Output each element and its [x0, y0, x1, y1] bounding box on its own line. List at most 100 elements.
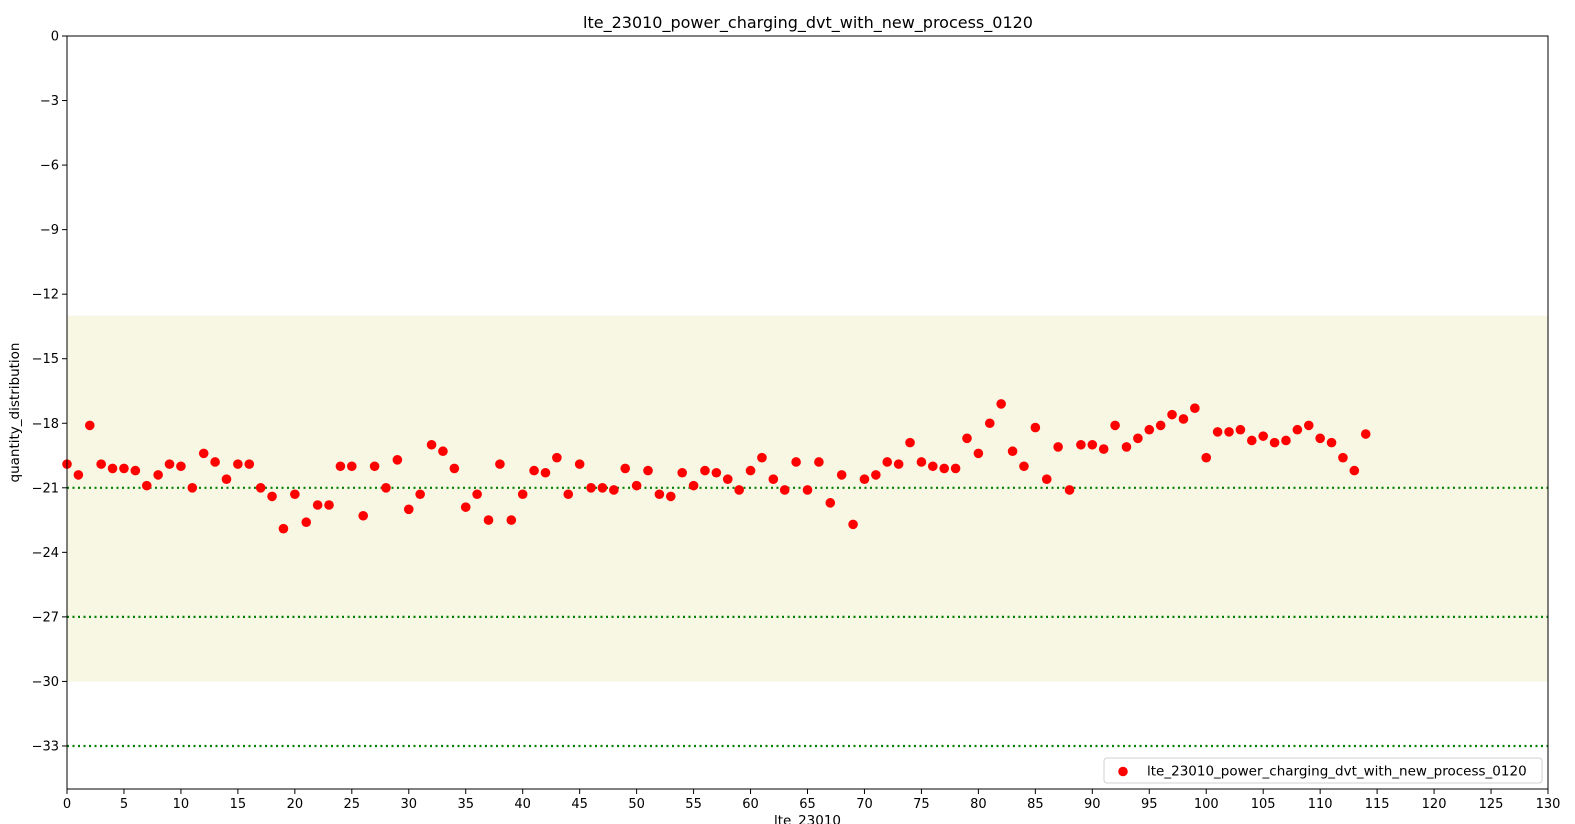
data-point: [916, 457, 927, 467]
data-point: [141, 480, 152, 491]
data-point: [574, 459, 585, 469]
x-tick-label: 20: [287, 797, 304, 812]
data-point: [950, 463, 961, 474]
y-tick-label: 0: [51, 30, 59, 45]
data-point: [1212, 427, 1223, 437]
data-point: [768, 474, 779, 484]
data-point: [506, 515, 517, 525]
x-tick-label: 130: [1536, 797, 1561, 812]
data-point: [563, 489, 574, 500]
data-point: [1258, 431, 1268, 441]
data-point: [1315, 433, 1325, 444]
data-point: [893, 459, 904, 469]
data-point: [176, 461, 186, 472]
data-point: [73, 470, 84, 480]
y-tick-label: −6: [40, 159, 59, 174]
data-point: [244, 459, 255, 469]
data-point: [1041, 474, 1052, 484]
x-tick-label: 115: [1365, 797, 1390, 812]
x-tick-label: 60: [742, 797, 759, 812]
data-point: [814, 457, 824, 467]
data-point: [301, 517, 312, 528]
data-point: [1235, 424, 1246, 435]
data-point: [221, 474, 232, 484]
data-point: [996, 399, 1006, 409]
data-point: [882, 457, 893, 467]
data-point: [779, 485, 790, 495]
data-point: [529, 465, 539, 476]
data-point: [609, 485, 619, 495]
data-point: [472, 489, 482, 500]
data-point: [460, 502, 471, 512]
x-tick-label: 95: [1141, 797, 1158, 812]
data-point: [187, 483, 198, 493]
data-point: [1281, 435, 1291, 446]
data-point: [722, 474, 733, 484]
data-point: [1087, 439, 1098, 450]
data-point: [233, 459, 243, 469]
data-point: [973, 448, 984, 459]
data-point: [1053, 442, 1063, 452]
y-tick-label: −33: [32, 739, 59, 754]
data-point: [415, 489, 425, 500]
x-tick-label: 30: [400, 797, 417, 812]
data-point: [631, 480, 642, 491]
legend: lte_23010_power_charging_dvt_with_new_pr…: [1103, 757, 1543, 784]
y-tick-label: −12: [32, 288, 59, 303]
data-point: [1110, 420, 1120, 431]
data-point: [871, 470, 881, 480]
y-tick-label: −24: [32, 546, 59, 561]
data-point: [836, 470, 847, 480]
data-point: [1007, 446, 1018, 457]
data-point: [392, 455, 403, 465]
x-tick-label: 90: [1084, 797, 1101, 812]
data-point: [312, 500, 323, 510]
data-point: [1064, 485, 1075, 495]
data-point: [381, 483, 391, 493]
data-point: [130, 465, 141, 476]
data-point: [96, 459, 106, 469]
data-point: [962, 433, 972, 444]
data-point: [665, 491, 676, 502]
data-point: [1178, 414, 1189, 424]
y-tick-label: −21: [32, 481, 59, 496]
data-point: [358, 510, 369, 521]
data-point: [1133, 433, 1143, 444]
data-point: [1076, 439, 1086, 450]
x-tick-label: 35: [457, 797, 474, 812]
x-tick-label: 125: [1479, 797, 1504, 812]
data-point: [1155, 420, 1166, 431]
y-tick-label: −9: [40, 223, 59, 238]
y-tick-label: −18: [32, 417, 59, 432]
data-point: [1224, 427, 1234, 437]
legend-label: lte_23010_power_charging_dvt_with_new_pr…: [1147, 764, 1527, 780]
data-point: [984, 418, 995, 429]
x-tick-label: 25: [344, 797, 361, 812]
data-point: [540, 467, 551, 478]
data-point: [1201, 452, 1212, 463]
data-point: [369, 461, 380, 472]
x-tick-label: 55: [685, 797, 702, 812]
legend-box: [1103, 757, 1543, 784]
data-point: [802, 485, 813, 495]
x-tick-label: 80: [970, 797, 987, 812]
x-tick-label: 65: [799, 797, 816, 812]
data-point: [84, 420, 95, 431]
x-tick-label: 15: [230, 797, 247, 812]
x-tick-label: 105: [1251, 797, 1276, 812]
data-point: [438, 446, 448, 457]
data-point: [757, 452, 767, 463]
data-point: [278, 523, 289, 534]
data-point: [164, 459, 175, 469]
data-point: [1144, 424, 1155, 435]
data-point: [825, 498, 836, 508]
x-axis-label: lte_23010: [774, 813, 841, 824]
data-point: [483, 515, 494, 525]
data-point: [107, 463, 118, 474]
shaded-band: [67, 315, 1548, 682]
data-point: [1019, 461, 1029, 472]
data-point: [210, 457, 220, 467]
data-point: [1292, 424, 1303, 435]
data-point: [347, 461, 357, 472]
